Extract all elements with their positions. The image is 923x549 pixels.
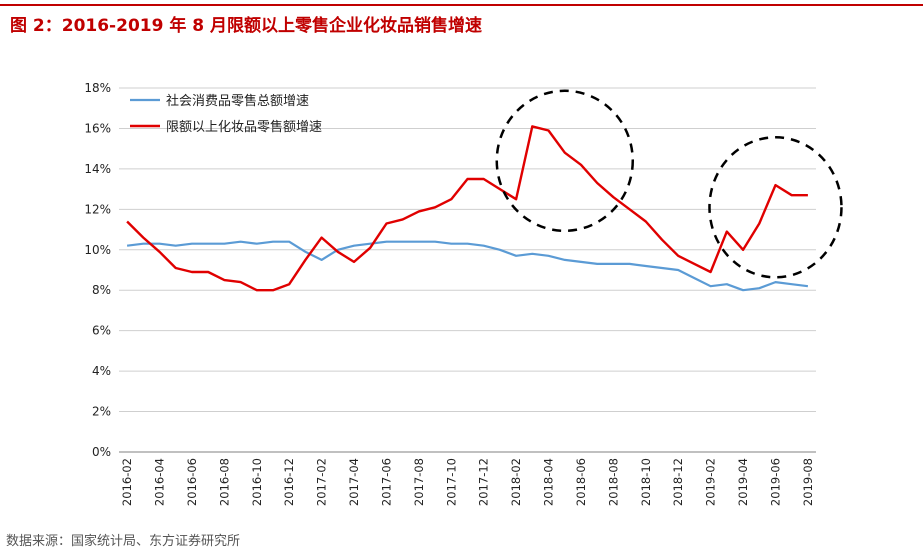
highlight-circles — [495, 89, 843, 279]
x-tick-label: 2017-02 — [315, 458, 329, 506]
source-note: 数据来源：国家统计局、东方证券研究所 — [6, 534, 241, 549]
x-tick-label: 2018-10 — [639, 458, 653, 506]
legend-label: 限额以上化妆品零售额增速 — [166, 119, 322, 135]
x-tick-label: 2016-06 — [185, 458, 199, 506]
y-tick-label: 16% — [84, 121, 111, 135]
x-tick-label: 2018-06 — [574, 458, 588, 506]
x-tick-label: 2018-08 — [606, 458, 620, 506]
x-tick-label: 2018-12 — [671, 458, 685, 506]
x-tick-label: 2018-02 — [509, 458, 523, 506]
y-tick-label: 12% — [84, 202, 111, 216]
x-tick-label: 2017-04 — [347, 458, 361, 506]
x-tick-label: 2016-04 — [153, 458, 167, 506]
top-rule — [0, 4, 923, 6]
y-tick-label: 14% — [84, 162, 111, 176]
y-axis-ticks: 0% 2% 4% 6% 8% 10% 12% 14% 16% 18% — [84, 81, 111, 459]
highlight-circle — [495, 89, 635, 233]
y-tick-label: 2% — [92, 405, 111, 419]
x-tick-label: 2019-08 — [801, 458, 815, 506]
x-tick-label: 2019-06 — [768, 458, 782, 506]
legend-label: 社会消费品零售总额增速 — [166, 93, 309, 109]
y-tick-label: 10% — [84, 243, 111, 257]
series-line-1 — [126, 240, 809, 292]
x-tick-label: 2016-02 — [120, 458, 134, 506]
x-tick-label: 2017-10 — [444, 458, 458, 506]
highlight-circle — [708, 136, 843, 279]
series-lines — [126, 125, 809, 292]
grid-lines — [119, 87, 816, 453]
x-tick-label: 2019-02 — [704, 458, 718, 506]
figure-title: 图 2：2016-2019 年 8 月限额以上零售企业化妆品销售增速 — [10, 16, 483, 36]
x-axis-ticks: 2016-02 2016-04 2016-06 2016-08 2016-10 2016-… — [120, 458, 815, 506]
x-tick-label: 2017-06 — [379, 458, 393, 506]
x-tick-label: 2017-12 — [477, 458, 491, 506]
x-tick-label: 2016-08 — [217, 458, 231, 506]
series-line-2 — [126, 125, 808, 292]
y-tick-label: 0% — [92, 445, 111, 459]
y-tick-label: 8% — [92, 283, 111, 297]
x-tick-label: 2017-08 — [412, 458, 426, 506]
x-tick-label: 2019-04 — [736, 458, 750, 506]
y-tick-label: 18% — [84, 81, 111, 95]
y-tick-label: 6% — [92, 324, 111, 338]
y-tick-label: 4% — [92, 364, 111, 378]
x-tick-label: 2016-12 — [282, 458, 296, 506]
x-tick-label: 2016-10 — [250, 458, 264, 506]
x-tick-label: 2018-04 — [542, 458, 556, 506]
